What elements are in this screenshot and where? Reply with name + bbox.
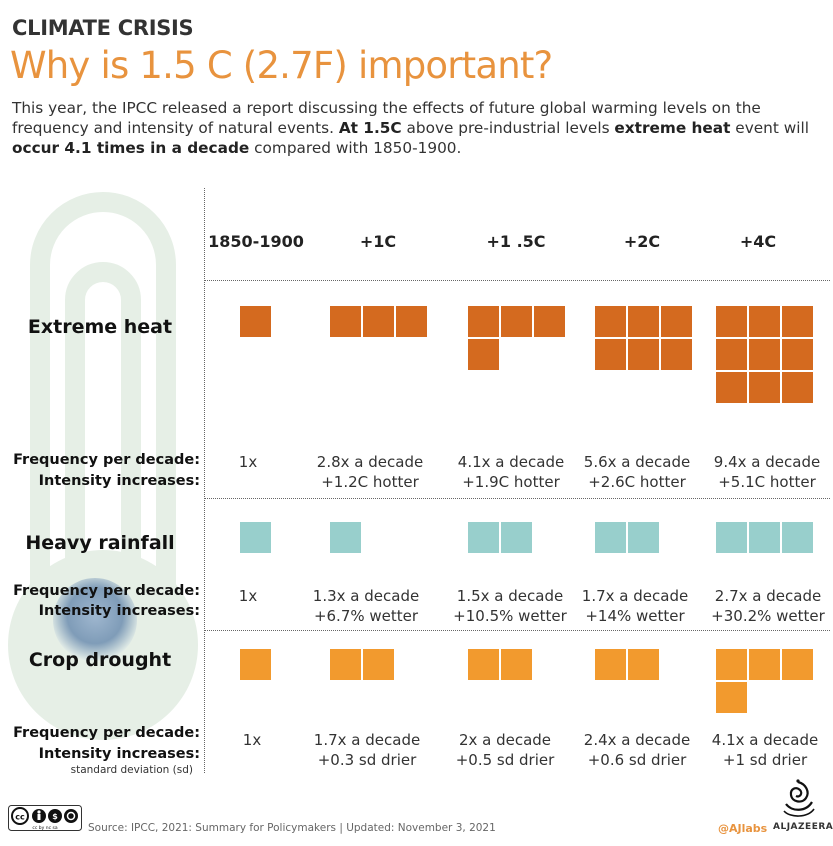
eyebrow-title: CLIMATE CRISIS [12, 16, 194, 40]
intensity-label-drought: Intensity increases: [38, 746, 200, 762]
drought-square-col5-3 [782, 649, 813, 680]
drought-frequency-1c: 1.7x a decade +0.3 sd drier [313, 731, 421, 769]
heat-square-col4-3 [661, 306, 692, 337]
heat-square-col4-6 [661, 339, 692, 370]
heat-square-col1-1 [240, 306, 271, 337]
heat-frequency-1850: 1x [238, 453, 258, 471]
frequency-label-rain: Frequency per decade: [13, 583, 200, 599]
heat-square-col5-7 [716, 372, 747, 403]
heat-square-col5-5 [749, 339, 780, 370]
heat-square-col5-3 [782, 306, 813, 337]
rain-square-col3-2 [501, 522, 532, 553]
header-divider [205, 280, 830, 281]
drought-square-col5-4 [716, 682, 747, 713]
heat-square-col5-6 [782, 339, 813, 370]
rain-square-col4-2 [628, 522, 659, 553]
heat-square-col4-4 [595, 339, 626, 370]
intensity-label-rain: Intensity increases: [38, 603, 200, 619]
heat-square-col3-3 [534, 306, 565, 337]
frequency-label-heat: Frequency per decade: [13, 452, 200, 468]
rain-frequency-1c: 1.3x a decade +6.7% wetter [312, 587, 420, 625]
drought-square-col4-2 [628, 649, 659, 680]
heat-square-col2-2 [363, 306, 394, 337]
svg-text:$: $ [52, 812, 58, 821]
heat-square-col5-4 [716, 339, 747, 370]
row-divider-1 [205, 498, 830, 499]
row-title-crop-drought: Crop drought [28, 649, 172, 671]
heat-square-col3-1 [468, 306, 499, 337]
heat-square-col5-8 [749, 372, 780, 403]
column-header-1850: 1850-1900 [208, 232, 304, 251]
drought-frequency-1-5c: 2x a decade +0.5 sd drier [455, 731, 555, 769]
column-header-1-5c: +1 .5C [486, 232, 546, 251]
column-header-1c: +1C [359, 232, 397, 251]
heat-frequency-1c: 2.8x a decade +1.2C hotter [316, 453, 424, 491]
heat-frequency-2c: 5.6x a decade +2.6C hotter [583, 453, 691, 491]
drought-frequency-4c: 4.1x a decade +1 sd drier [711, 731, 819, 769]
intensity-label-heat: Intensity increases: [38, 473, 200, 489]
drought-square-col4-1 [595, 649, 626, 680]
heat-square-col3-2 [501, 306, 532, 337]
rain-frequency-2c: 1.7x a decade +14% wetter [581, 587, 689, 625]
headline: Why is 1.5 C (2.7F) important? [10, 44, 553, 87]
drought-frequency-2c: 2.4x a decade +0.6 sd drier [583, 731, 691, 769]
al-jazeera-logo-icon [783, 779, 815, 817]
cc-license-label: cc by nc sa [32, 825, 57, 831]
rain-square-col4-1 [595, 522, 626, 553]
al-jazeera-wordmark: ALJAZEERA [773, 822, 833, 832]
drought-square-col3-2 [501, 649, 532, 680]
heat-square-col4-1 [595, 306, 626, 337]
rain-frequency-1-5c: 1.5x a decade +10.5% wetter [453, 587, 567, 625]
drought-square-col3-1 [468, 649, 499, 680]
heat-frequency-4c: 9.4x a decade +5.1C hotter [713, 453, 821, 491]
svg-text:cc: cc [15, 813, 25, 822]
rain-square-col5-1 [716, 522, 747, 553]
intro-text: This year, the IPCC released a report di… [12, 99, 809, 157]
heat-square-col3-4 [468, 339, 499, 370]
rain-square-col3-1 [468, 522, 499, 553]
rain-square-col1-1 [240, 522, 271, 553]
intensity-note-drought: standard deviation (sd) [70, 764, 193, 776]
drought-square-col5-2 [749, 649, 780, 680]
drought-square-col2-1 [330, 649, 361, 680]
drought-square-col5-1 [716, 649, 747, 680]
column-header-4c: +4C [739, 232, 777, 251]
thermometer-illustration [8, 192, 198, 740]
rain-frequency-4c: 2.7x a decade +30.2% wetter [711, 587, 825, 625]
frequency-label-drought: Frequency per decade: [13, 725, 200, 741]
heat-square-col5-9 [782, 372, 813, 403]
heat-frequency-1-5c: 4.1x a decade +1.9C hotter [457, 453, 565, 491]
rain-square-col2-1 [330, 522, 361, 553]
heat-square-col5-2 [749, 306, 780, 337]
drought-square-col1-1 [240, 649, 271, 680]
rain-square-col5-3 [782, 522, 813, 553]
ajlabs-handle: @AJlabs [718, 822, 768, 835]
creative-commons-icon: cc $ cc by nc sa [8, 805, 82, 831]
heat-square-col5-1 [716, 306, 747, 337]
source-note: Source: IPCC, 2021: Summary for Policyma… [88, 822, 496, 834]
heat-square-col4-5 [628, 339, 659, 370]
earth-globe-icon [53, 578, 137, 662]
column-divider [204, 188, 205, 773]
row-title-heavy-rainfall: Heavy rainfall [25, 532, 175, 554]
heat-square-col2-1 [330, 306, 361, 337]
heat-square-col2-3 [396, 306, 427, 337]
drought-frequency-1850: 1x [242, 731, 262, 749]
column-header-2c: +2C [623, 232, 661, 251]
heat-square-col4-2 [628, 306, 659, 337]
rain-frequency-1850: 1x [238, 587, 258, 605]
rain-square-col5-2 [749, 522, 780, 553]
row-title-extreme-heat: Extreme heat [27, 316, 173, 338]
row-divider-2 [205, 630, 830, 631]
drought-square-col2-2 [363, 649, 394, 680]
